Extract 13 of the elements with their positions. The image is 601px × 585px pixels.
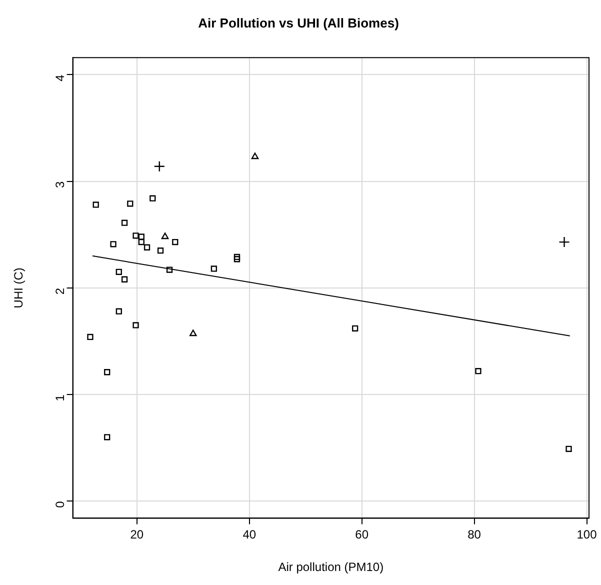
x-tick-label: 40 [242,528,256,542]
y-tick-label: 4 [53,74,68,82]
chart-title: Air Pollution vs UHI (All Biomes) [198,15,399,30]
x-tick-label: 100 [576,528,598,542]
y-tick-label: 0 [53,500,68,508]
x-tick-label: 80 [468,528,482,542]
y-tick-label: 2 [53,288,68,295]
x-tick-label: 60 [355,528,369,542]
y-tick-label: 3 [53,180,68,188]
x-tick-label: 20 [130,528,144,542]
y-axis-title: UHI (C) [12,268,26,308]
x-axis-title: Air pollution (PM10) [278,560,384,574]
y-tick-label: 1 [53,394,68,402]
